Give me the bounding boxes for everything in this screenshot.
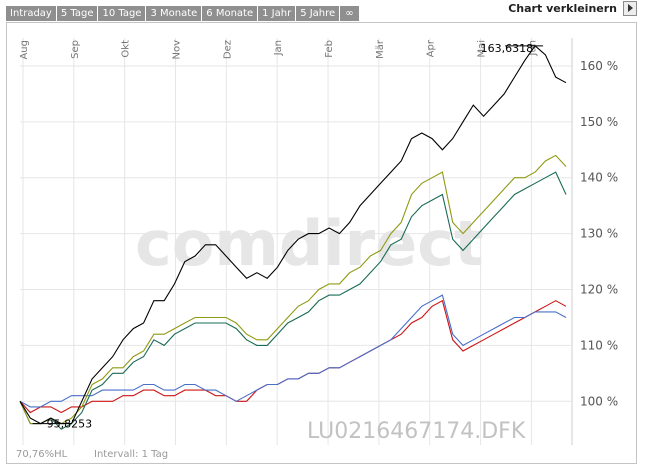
y-tick-label: 160 % — [580, 59, 618, 73]
x-axis: Aug Sep Okt Nov Dez Jan Feb Mär Apr Mai Jun — [19, 39, 538, 59]
footer-hl: 70,76%HL — [16, 449, 68, 460]
x-tick-label: Nov — [172, 40, 183, 60]
series-line — [19, 294, 567, 408]
x-tick-label: Jan — [273, 40, 284, 56]
y-axis: 100 % 110 % 120 % 130 % 140 % 150 % 160 % — [580, 59, 618, 408]
watermark-text: comdirect — [135, 207, 484, 280]
annotations: 163,6318 95,8253 — [32, 42, 544, 431]
x-tick-label: Aug — [19, 40, 30, 60]
y-tick-label: 120 % — [580, 283, 618, 297]
tab-6-monate[interactable]: 6 Monate — [202, 6, 258, 21]
x-tick-label: Mai — [477, 40, 488, 58]
series-line — [19, 154, 567, 425]
x-tick-label: Sep — [70, 40, 81, 59]
x-tick-label: Mär — [375, 39, 386, 59]
chart-frame — [6, 22, 637, 464]
series-lines — [19, 44, 567, 430]
symbol-label: LU0216467174.DFK — [307, 419, 526, 444]
y-tick-label: 150 % — [580, 115, 618, 129]
series-line — [19, 299, 567, 414]
tab-intraday[interactable]: Intraday — [6, 6, 56, 21]
tab-5-jahre[interactable]: 5 Jahre — [296, 6, 340, 21]
grid-lines — [20, 38, 573, 445]
play-arrow-icon — [623, 0, 637, 16]
shrink-chart-label: Chart verkleinern — [508, 1, 617, 15]
y-tick-label: 140 % — [580, 171, 618, 185]
x-tick-label: Dez — [222, 40, 233, 59]
tab-max[interactable]: ∞ — [340, 6, 359, 21]
x-tick-label: Okt — [121, 40, 132, 58]
tab-3-monate[interactable]: 3 Monate — [146, 6, 202, 21]
tab-10-tage[interactable]: 10 Tage — [98, 6, 146, 21]
y-tick-label: 110 % — [580, 338, 618, 352]
y-tick-label: 100 % — [580, 394, 618, 408]
series-line — [19, 171, 567, 430]
series-line — [19, 44, 567, 425]
x-tick-label: Feb — [324, 40, 335, 58]
timeframe-tabs: Intraday 5 Tage 10 Tage 3 Monate 6 Monat… — [6, 6, 360, 21]
x-tick-label: Apr — [426, 39, 437, 57]
y-tick-label: 130 % — [580, 227, 618, 241]
max-annotation: 163,6318 — [481, 42, 534, 55]
min-annotation: 95,8253 — [47, 418, 93, 431]
shrink-chart-button[interactable]: Chart verkleinern — [508, 0, 637, 16]
tab-1-jahr[interactable]: 1 Jahr — [258, 6, 296, 21]
footer-interval: Intervall: 1 Tag — [94, 449, 168, 460]
tab-5-tage[interactable]: 5 Tage — [56, 6, 98, 21]
